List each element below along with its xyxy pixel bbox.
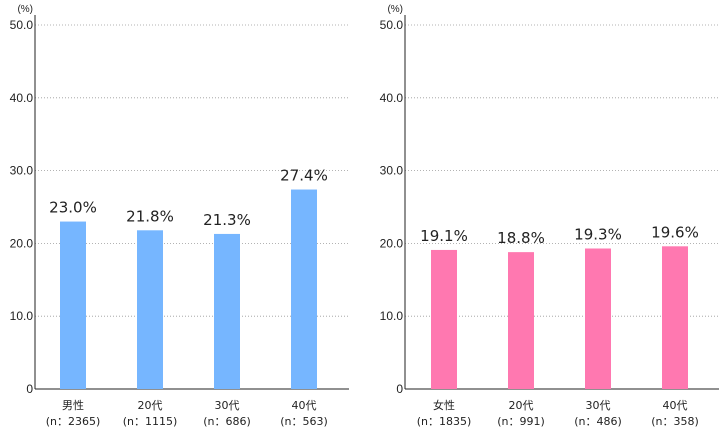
y-tick-label: 20.0 xyxy=(10,236,34,250)
chart-1: 0 10.0 20.0 30.0 40.0 50.0 (%) 23.0% 男性 (n：2365) 2… xyxy=(10,4,349,428)
category-sample-size: (n：358) xyxy=(651,415,699,428)
y-tick-label: 50.0 xyxy=(380,18,404,32)
bar xyxy=(662,246,688,389)
data-label: 21.3% xyxy=(203,211,251,229)
bar xyxy=(137,230,163,389)
category-sample-size: (n：2365) xyxy=(46,415,101,428)
category-label: 20代 xyxy=(138,399,163,412)
category-label: 20代 xyxy=(509,399,534,412)
data-label: 19.1% xyxy=(420,227,468,245)
category-sample-size: (n：991) xyxy=(497,415,545,428)
category-label: 40代 xyxy=(292,399,317,412)
y-tick-label: 10.0 xyxy=(10,309,34,323)
y-tick-label: 20.0 xyxy=(380,236,404,250)
data-label: 19.3% xyxy=(574,225,622,243)
bar xyxy=(60,221,86,389)
category-label: 40代 xyxy=(663,399,688,412)
category-sample-size: (n：486) xyxy=(574,415,622,428)
data-label: 21.8% xyxy=(126,207,174,225)
bar xyxy=(508,252,534,389)
bar xyxy=(291,189,317,389)
bar xyxy=(214,233,240,389)
category-sample-size: (n：1115) xyxy=(123,415,178,428)
y-tick-label: 40.0 xyxy=(10,91,34,105)
category-label: 女性 xyxy=(433,398,455,412)
y-tick-label: 40.0 xyxy=(380,91,404,105)
y-tick-label: 50.0 xyxy=(10,18,34,32)
category-sample-size: (n：563) xyxy=(280,415,328,428)
chart-2: 0 10.0 20.0 30.0 40.0 50.0 (%) 19.1% 女性 (n：1835) 1… xyxy=(380,4,719,428)
category-label: 30代 xyxy=(215,399,240,412)
y-tick-label: 30.0 xyxy=(10,164,34,178)
y-tick-label: 30.0 xyxy=(380,164,404,178)
data-label: 18.8% xyxy=(497,229,545,247)
y-tick-label: 0 xyxy=(26,382,33,396)
data-label: 27.4% xyxy=(280,167,328,185)
data-label: 19.6% xyxy=(651,223,699,241)
y-unit-label: (%) xyxy=(17,4,33,15)
y-unit-label: (%) xyxy=(387,4,403,15)
bar xyxy=(585,248,611,389)
y-tick-label: 10.0 xyxy=(380,309,404,323)
category-sample-size: (n：686) xyxy=(203,415,251,428)
data-label: 23.0% xyxy=(49,199,97,217)
y-tick-label: 0 xyxy=(396,382,403,396)
category-sample-size: (n：1835) xyxy=(417,415,472,428)
category-label: 男性 xyxy=(62,398,84,412)
bar xyxy=(431,249,457,389)
category-label: 30代 xyxy=(586,399,611,412)
